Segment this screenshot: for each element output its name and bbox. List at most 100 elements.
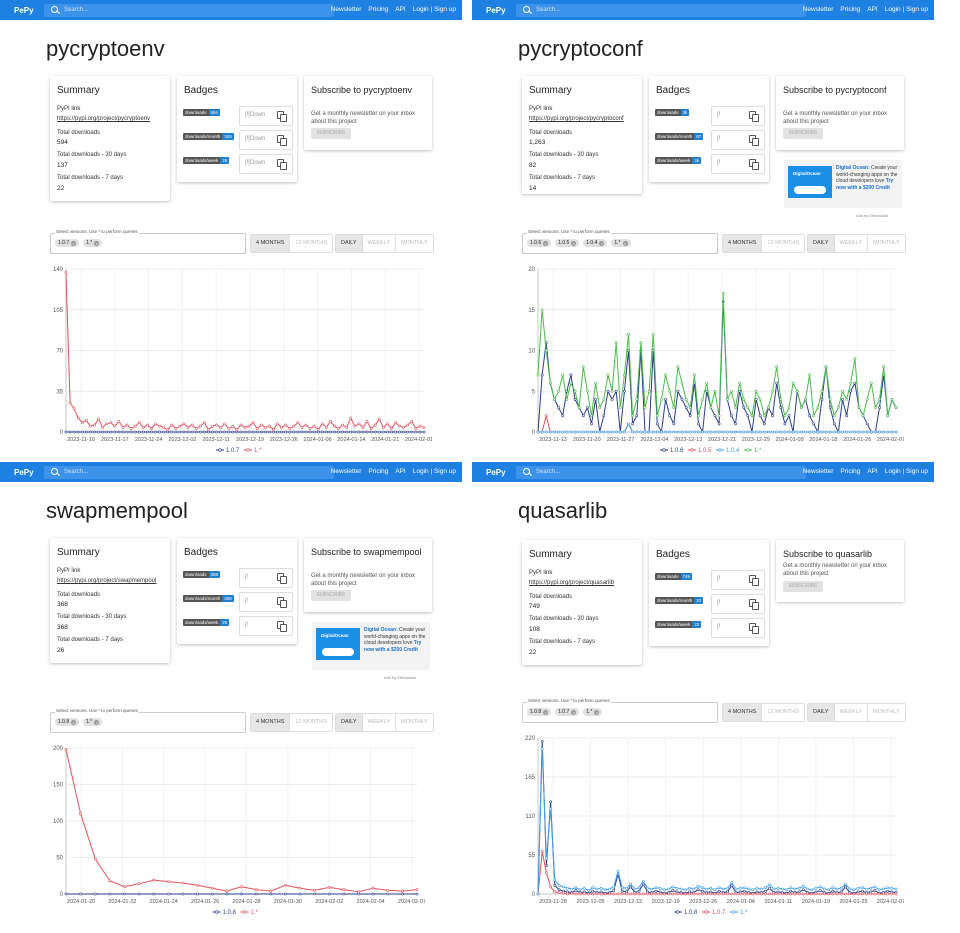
badge-copy-field[interactable]: [! [239,616,293,636]
copy-icon[interactable] [749,159,759,170]
badge-copy-field[interactable]: [! [239,592,293,612]
copy-icon[interactable] [277,621,287,632]
version-chip[interactable]: 1.0.7 × [55,239,80,247]
nav-link[interactable]: Newsletter [330,468,362,475]
nav-link[interactable]: Login | Sign up [884,468,928,475]
remove-chip-icon[interactable]: × [71,240,77,246]
granularity-daily[interactable]: DAILY [336,235,363,252]
granularity-weekly[interactable]: WEEKLY [363,235,397,252]
brand-logo[interactable]: PePy [14,6,34,15]
legend-label[interactable]: 1.0.8 [223,910,237,916]
legend-label[interactable]: 1.0.7 [226,448,240,454]
remove-chip-icon[interactable]: × [594,709,600,715]
pypi-link[interactable]: https://pypi.org/project/pycryptoenv [57,116,151,122]
copy-icon[interactable] [277,159,287,170]
legend-label[interactable]: 1.* [754,448,762,454]
badge-copy-field[interactable]: [![Down [239,106,293,126]
copy-icon[interactable] [277,111,287,122]
badge-copy-field[interactable]: [! [711,130,765,150]
version-selector[interactable]: Select versions. Use * to perform querie… [522,698,718,723]
range-12-months[interactable]: 12 MONTHS [295,719,327,725]
badge-copy-field[interactable]: [! [711,106,765,126]
remove-chip-icon[interactable]: × [94,240,100,246]
nav-link[interactable]: API [867,468,878,475]
pypi-link[interactable]: https://pypi.org/project/pycryptoconf [529,116,624,122]
search-input[interactable]: Search... [44,466,334,479]
range-12-months[interactable]: 12 MONTHS [767,709,799,715]
copy-icon[interactable] [277,135,287,146]
remove-chip-icon[interactable]: × [543,709,549,715]
badge-copy-field[interactable]: [![Down [239,154,293,174]
brand-logo[interactable]: PePy [486,468,506,477]
legend-label[interactable]: 1.0.7 [712,910,726,916]
version-chip[interactable]: 1.0.8 × [55,718,80,726]
subscribe-button[interactable]: SUBSCRIBE [311,128,351,139]
pypi-link[interactable]: https://pypi.org/project/swapmempool [57,578,157,584]
nav-link[interactable]: API [395,468,406,475]
granularity-monthly[interactable]: MONTHLY [401,719,428,725]
version-chip[interactable]: 1.* × [611,239,631,247]
copy-icon[interactable] [749,575,759,586]
nav-link[interactable]: Newsletter [330,6,362,13]
version-selector[interactable]: Select versions. Use * to perform querie… [50,229,246,254]
granularity-monthly[interactable]: MONTHLY [873,709,900,715]
granularity-weekly[interactable]: WEEKLY [835,704,869,721]
nav-link[interactable]: API [867,6,878,13]
remove-chip-icon[interactable]: × [571,709,577,715]
legend-label[interactable]: 1.* [251,910,259,916]
pypi-link[interactable]: https://pypi.org/project/quasarlib [529,580,615,586]
nav-link[interactable]: Newsletter [802,468,834,475]
granularity-daily[interactable]: DAILY [808,704,835,721]
nav-link[interactable]: Login | Sign up [412,6,456,13]
nav-link[interactable]: Login | Sign up [412,468,456,475]
granularity-daily[interactable]: DAILY [808,235,835,252]
copy-icon[interactable] [277,573,287,584]
legend-label[interactable]: 1.0.5 [698,448,712,454]
range-12-months[interactable]: 12 MONTHS [295,240,327,246]
version-chip[interactable]: 1.0.8 × [527,708,552,716]
badge-copy-field[interactable]: [![Down [239,130,293,150]
badge-copy-field[interactable]: [! [711,154,765,174]
range-4-months[interactable]: 4 MONTHS [723,704,763,721]
version-chip[interactable]: 1.* × [83,239,103,247]
copy-icon[interactable] [277,597,287,608]
badge-copy-field[interactable]: [! [711,570,765,590]
brand-logo[interactable]: PePy [14,468,34,477]
version-selector[interactable]: Select versions. Use * to perform querie… [522,229,718,254]
subscribe-button[interactable]: SUBSCRIBE [311,590,351,601]
version-chip[interactable]: 1.0.6 × [527,239,552,247]
granularity-weekly[interactable]: WEEKLY [363,714,397,731]
nav-link[interactable]: Pricing [368,468,389,475]
badge-copy-field[interactable]: [! [711,594,765,614]
legend-label[interactable]: 1.* [254,448,262,454]
legend-label[interactable]: 1.* [740,910,748,916]
legend-label[interactable]: 1.0.8 [684,910,698,916]
nav-link[interactable]: Pricing [840,6,861,13]
legend-label[interactable]: 1.0.6 [670,448,684,454]
range-12-months[interactable]: 12 MONTHS [767,240,799,246]
range-4-months[interactable]: 4 MONTHS [251,714,291,731]
version-chip[interactable]: 1.0.7 × [555,708,580,716]
version-chip[interactable]: 1.* × [83,718,103,726]
badge-copy-field[interactable]: [! [711,618,765,638]
badge-copy-field[interactable]: [! [239,568,293,588]
remove-chip-icon[interactable]: × [543,240,549,246]
version-chip[interactable]: 1.0.5 × [555,239,580,247]
search-input[interactable]: Search... [44,4,334,17]
nav-link[interactable]: Pricing [368,6,389,13]
copy-icon[interactable] [749,111,759,122]
version-selector[interactable]: Select versions. Use * to perform querie… [50,708,246,733]
subscribe-button[interactable]: SUBSCRIBE [783,581,823,592]
copy-icon[interactable] [749,135,759,146]
subscribe-button[interactable]: SUBSCRIBE [783,128,823,139]
legend-label[interactable]: 1.0.4 [726,448,740,454]
range-4-months[interactable]: 4 MONTHS [723,235,763,252]
brand-logo[interactable]: PePy [486,6,506,15]
nav-link[interactable]: Login | Sign up [884,6,928,13]
version-chip[interactable]: 1.* × [583,708,603,716]
nav-link[interactable]: API [395,6,406,13]
remove-chip-icon[interactable]: × [71,719,77,725]
sponsor-ad[interactable]: DigitalOcean Digital Ocean: Create your … [312,622,430,670]
granularity-monthly[interactable]: MONTHLY [873,240,900,246]
range-4-months[interactable]: 4 MONTHS [251,235,291,252]
